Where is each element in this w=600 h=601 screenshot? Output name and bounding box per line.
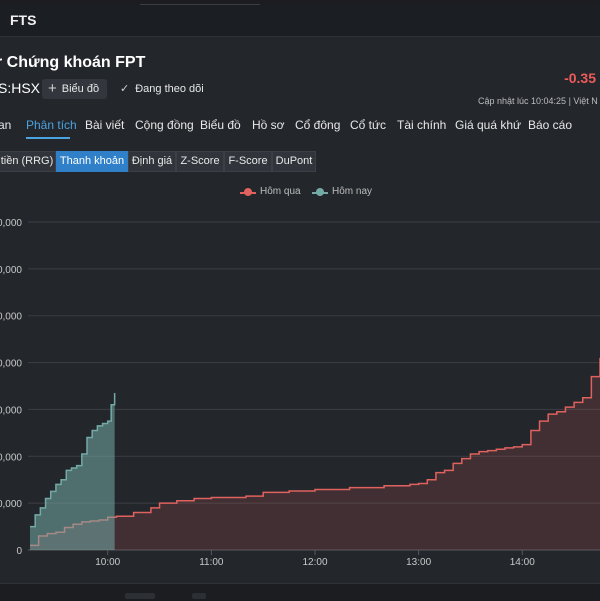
y-tick-label: 0,000: [0, 312, 22, 323]
tab-overview[interactable]: an: [0, 118, 12, 132]
cropped-footer-remnant: [192, 593, 206, 599]
tab-articles[interactable]: Bài viết: [85, 118, 125, 132]
main-tabs: an Phân tích Bài viết Cộng đồng Biểu đồ …: [0, 118, 600, 142]
x-tick-label: 11:00: [199, 557, 224, 568]
subtab-valuation[interactable]: Định giá: [128, 151, 176, 172]
x-tick-label: 13:00: [406, 557, 431, 568]
updated-time: Cập nhật lúc 10:04:25 | Việt N: [478, 96, 598, 106]
legend-item-yesterday[interactable]: Hôm qua: [240, 186, 301, 197]
plus-icon: +: [48, 80, 57, 97]
legend-swatch-today: [312, 187, 328, 197]
tab-community[interactable]: Cộng đồng: [135, 118, 194, 132]
y-tick-label: 0,000: [0, 499, 22, 510]
legend-item-today[interactable]: Hôm nay: [312, 186, 372, 197]
follow-label: Đang theo dõi: [135, 82, 204, 95]
subtab-f-score[interactable]: F-Score: [224, 151, 272, 172]
bottom-strip: [0, 583, 600, 601]
chart-button-label: Biểu đồ: [61, 83, 100, 95]
active-tab-indicator: [26, 137, 70, 139]
tab-reports[interactable]: Báo cáo: [528, 118, 573, 132]
tab-profile[interactable]: Hồ sơ: [252, 118, 285, 132]
ticker-symbol: FTS: [10, 12, 37, 28]
tab-chart[interactable]: Biểu đồ: [200, 118, 241, 132]
y-tick-label: 0,000: [0, 452, 22, 463]
x-tick-label: 14:00: [510, 557, 535, 568]
tab-dividends[interactable]: Cổ tức: [350, 118, 387, 132]
tab-analysis[interactable]: Phân tích: [26, 118, 77, 132]
tab-price-history[interactable]: Giá quá khứ: [455, 118, 522, 132]
subtab-liquidity[interactable]: Thanh khoản: [56, 151, 128, 172]
legend-label-yesterday: Hôm qua: [260, 186, 301, 197]
series-line-today: [30, 393, 116, 528]
y-tick-label: 0: [16, 546, 22, 557]
tab-financials[interactable]: Tài chính: [397, 118, 447, 132]
y-tick-label: 0,000: [0, 265, 22, 276]
subtab-rrg[interactable]: tiền (RRG): [0, 151, 56, 172]
series-area-yesterday: [30, 357, 600, 550]
check-icon: ✓: [120, 83, 130, 95]
price-change: -0.35: [564, 70, 596, 86]
top-strip: [0, 0, 600, 6]
legend-label-today: Hôm nay: [332, 186, 373, 197]
company-name: r Chứng khoán FPT: [0, 54, 146, 71]
y-tick-label: 0,000: [0, 405, 22, 416]
cropped-footer-remnant: [125, 593, 155, 599]
exchange-code: S:HSX: [0, 80, 41, 96]
y-tick-label: 0,000: [0, 218, 22, 229]
subtab-dupont[interactable]: DuPont: [272, 151, 316, 172]
subtab-z-score[interactable]: Z-Score: [176, 151, 224, 172]
liquidity-chart: 0 0,000 0,000 0,000 0,000 0,000 0,000 0,000 10:0…: [0, 218, 600, 568]
chart-button[interactable]: + Biểu đồ: [42, 79, 108, 99]
x-tick-label: 10:00: [95, 557, 120, 568]
y-tick-label: 0,000: [0, 359, 22, 370]
tab-shareholders[interactable]: Cổ đông: [295, 118, 341, 132]
title-bar: FTS: [0, 6, 600, 37]
follow-toggle[interactable]: ✓ Đang theo dõi: [120, 82, 204, 96]
legend-dot: [316, 187, 324, 196]
legend-swatch-yesterday: [240, 187, 256, 197]
series-area-today: [30, 393, 115, 550]
x-tick-label: 12:00: [302, 557, 327, 568]
cropped-header-remnant: [140, 0, 260, 5]
legend-dot: [244, 187, 252, 196]
